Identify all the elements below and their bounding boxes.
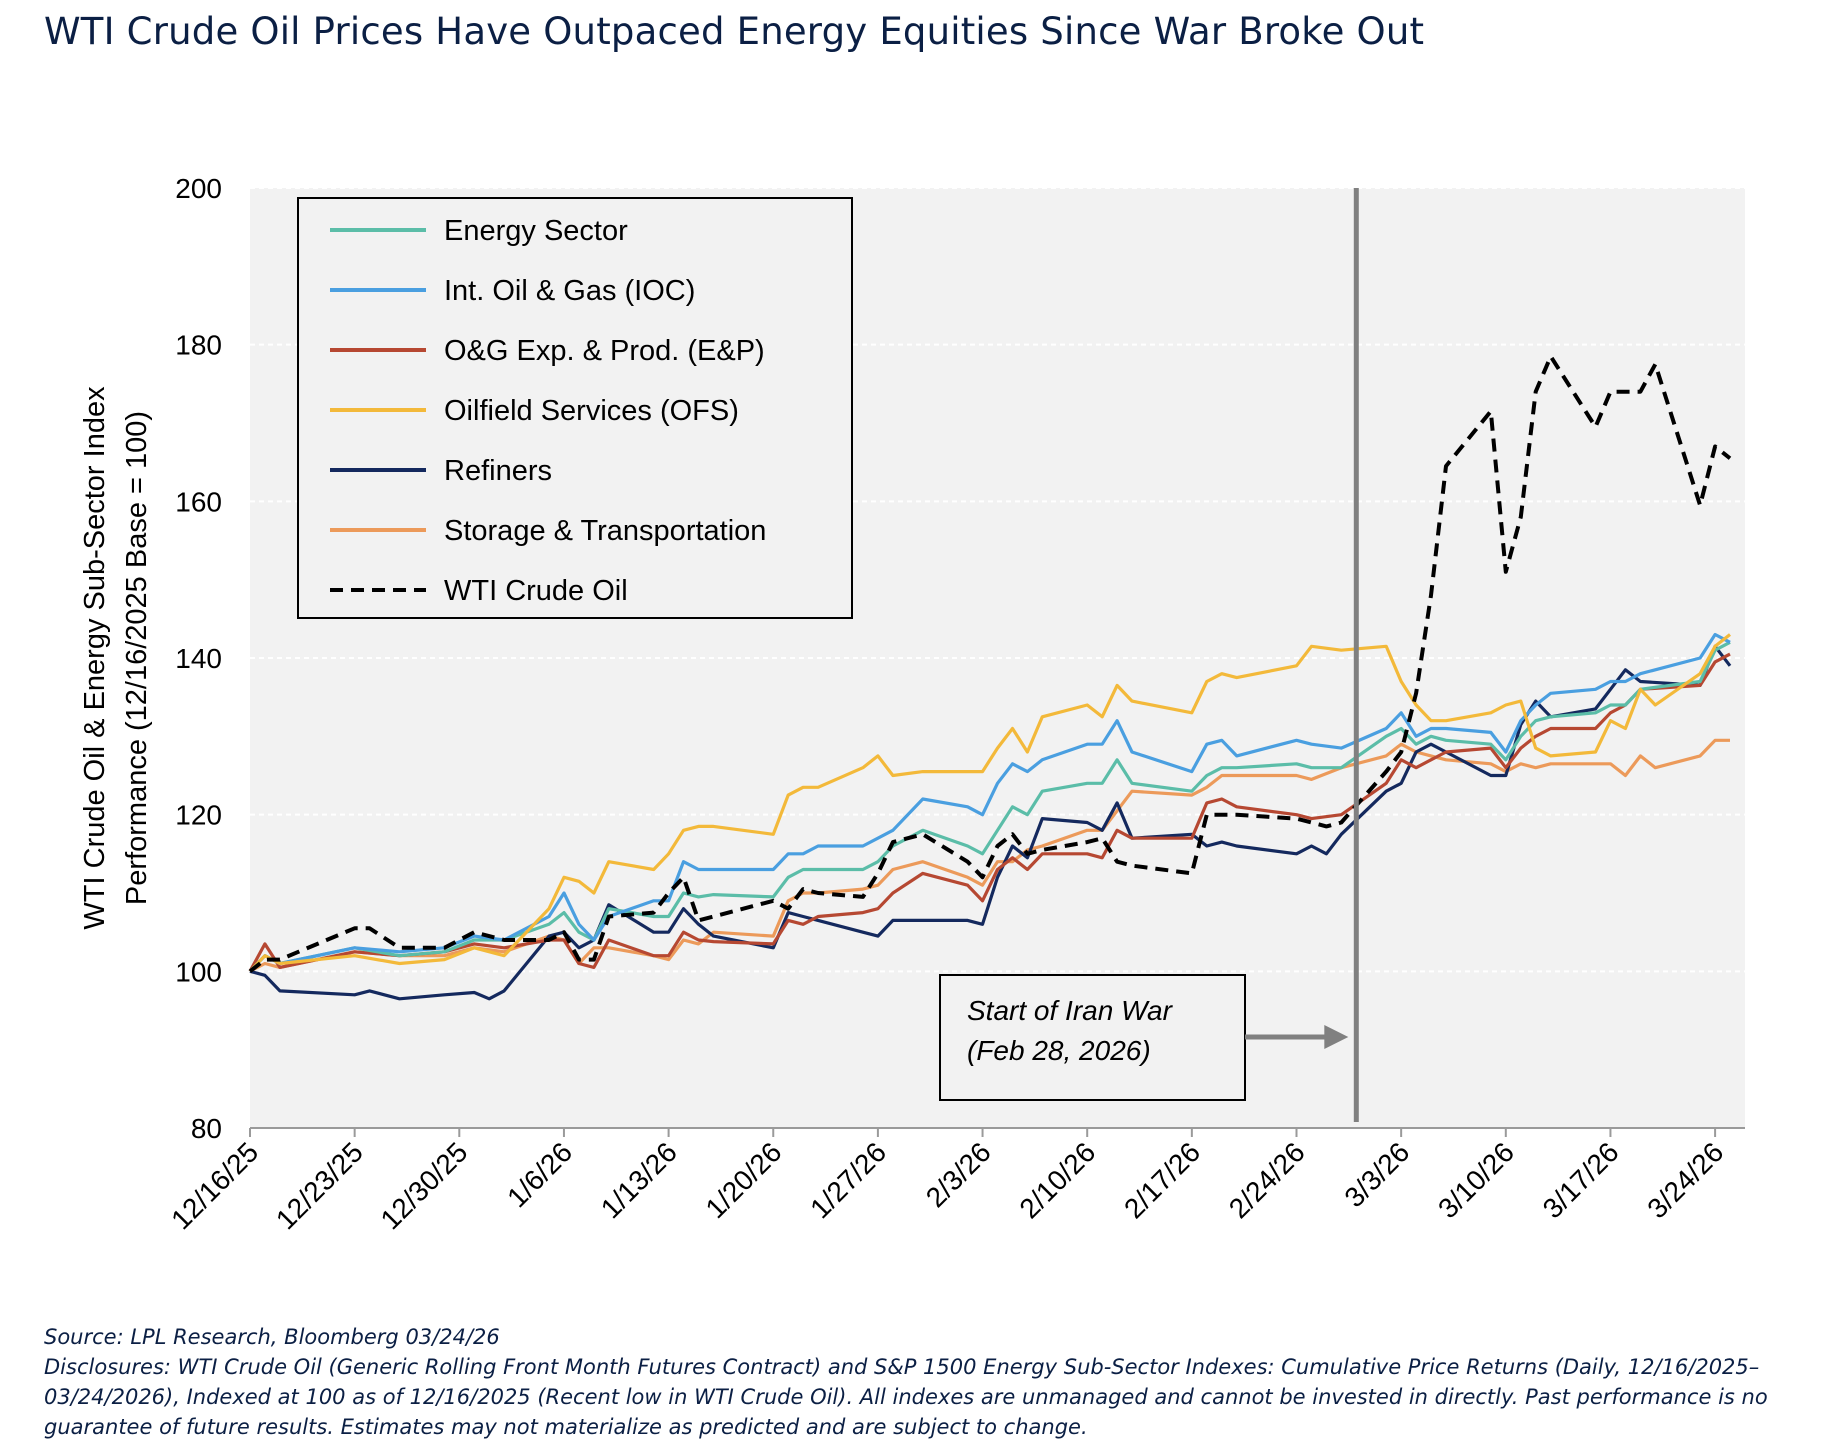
x-tick-label: 2/10/26 (1013, 1136, 1101, 1224)
legend-label-int-oil-gas-ioc: Int. Oil & Gas (IOC) (444, 275, 695, 307)
series-line-oilfield-services-ofs (248, 633, 1731, 973)
chart-title: WTI Crude Oil Prices Have Outpaced Energ… (44, 10, 1425, 53)
annotation-box (939, 974, 1246, 1101)
x-tick-label: 1/27/26 (804, 1136, 892, 1224)
series-lines (248, 354, 1732, 1001)
y-tick-label: 140 (175, 643, 222, 674)
x-tick-label: 12/30/25 (375, 1136, 474, 1235)
y-axis: 80 100 120 140 160 180 200 (175, 173, 222, 1144)
legend-label-oilfield-services-ofs: Oilfield Services (OFS) (444, 395, 739, 427)
legend: Energy Sector Int. Oil & Gas (IOC) O&G Exp… (297, 197, 853, 619)
y-tick-label: 160 (175, 486, 222, 517)
y-axis-label-line2: Performance (12/16/2025 Base = 100) (121, 411, 153, 905)
x-tick-label: 2/17/26 (1118, 1136, 1206, 1224)
x-tick-label: 1/20/26 (700, 1136, 788, 1224)
series-line-o-g-exp-prod-e-p (248, 652, 1731, 973)
y-tick-label: 120 (175, 800, 222, 831)
series-line-int-oil-gas-ioc (248, 632, 1731, 973)
y-tick-label: 200 (175, 173, 222, 204)
x-tick-label: 3/17/26 (1537, 1136, 1625, 1224)
series-line-wti-crude-oil (248, 354, 1732, 973)
disclosures-note: Disclosures: WTI Crude Oil (Generic Roll… (44, 1355, 1768, 1439)
x-tick-label: 12/16/25 (165, 1136, 264, 1235)
x-tick-label: 1/6/26 (501, 1136, 578, 1213)
legend-label-refiners: Refiners (444, 455, 552, 487)
x-tick-label: 3/10/26 (1432, 1136, 1520, 1224)
war-annotation: Start of Iran War (Feb 28, 2026) (939, 188, 1359, 1122)
source-note: Source: LPL Research, Bloomberg 03/24/26 (44, 1325, 500, 1349)
gridlines (250, 187, 1745, 973)
annotation-arrow-head (1324, 1025, 1349, 1049)
x-tick-label: 3/3/26 (1338, 1136, 1415, 1213)
x-tick-label: 1/13/26 (595, 1136, 683, 1224)
x-tick-label: 3/24/26 (1641, 1136, 1729, 1224)
legend-label-energy-sector: Energy Sector (444, 215, 628, 247)
y-tick-label: 100 (175, 956, 222, 987)
x-tick-label: 12/23/25 (270, 1136, 369, 1235)
chart-svg: 80 100 120 140 160 180 200 12/16/25 12/23/25 12/… (79, 173, 1745, 1235)
annotation-line2: (Feb 28, 2026) (967, 1035, 1151, 1066)
y-tick-label: 80 (191, 1113, 222, 1144)
legend-label-wti-crude-oil: WTI Crude Oil (444, 575, 628, 607)
series-line-energy-sector (248, 640, 1731, 973)
y-axis-label: WTI Crude Oil & Energy Sub-Sector Index P… (79, 386, 153, 930)
y-tick-label: 180 (175, 330, 222, 361)
y-axis-label-line1: WTI Crude Oil & Energy Sub-Sector Index (79, 386, 111, 930)
footer: Source: LPL Research, Bloomberg 03/24/26… (44, 1322, 1794, 1442)
legend-label-o-g-exp-prod-e-p: O&G Exp. & Prod. (E&P) (444, 335, 765, 367)
series-line-refiners (249, 644, 1732, 1001)
x-tick-label: 2/3/26 (920, 1136, 997, 1213)
x-tick-label: 2/24/26 (1223, 1136, 1311, 1224)
annotation-line1: Start of Iran War (967, 995, 1174, 1026)
x-axis: 12/16/25 12/23/25 12/30/25 1/6/26 1/13/26 1/2… (165, 1127, 1745, 1235)
legend-label-storage-transportation: Storage & Transportation (444, 515, 766, 547)
